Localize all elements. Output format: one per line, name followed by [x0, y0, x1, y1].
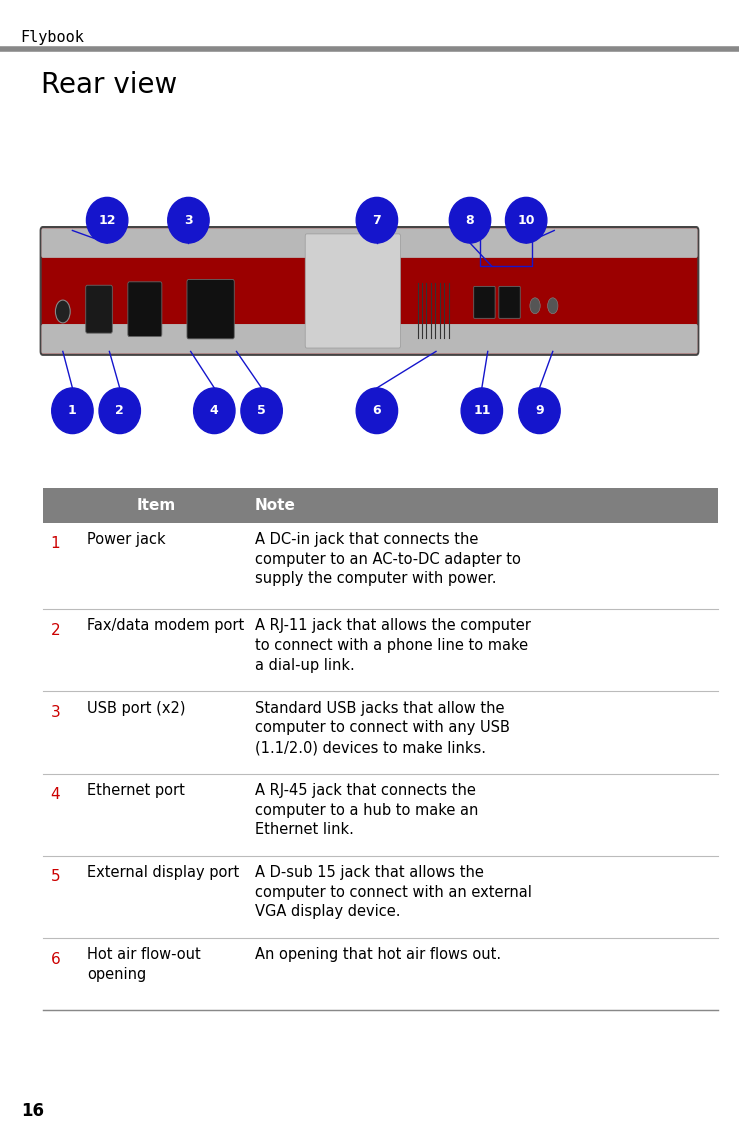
- FancyBboxPatch shape: [187, 280, 234, 339]
- Ellipse shape: [356, 388, 398, 434]
- FancyBboxPatch shape: [41, 228, 698, 258]
- Ellipse shape: [461, 388, 503, 434]
- FancyBboxPatch shape: [41, 324, 698, 354]
- Text: Standard USB jacks that allow the
computer to connect with any USB
(1.1/2.0) dev: Standard USB jacks that allow the comput…: [255, 701, 510, 755]
- Text: 4: 4: [210, 404, 219, 418]
- FancyBboxPatch shape: [128, 282, 162, 337]
- Text: 7: 7: [372, 213, 381, 227]
- Text: Flybook: Flybook: [21, 30, 84, 44]
- Text: 6: 6: [50, 952, 61, 966]
- FancyBboxPatch shape: [43, 856, 718, 938]
- Text: 1: 1: [50, 536, 61, 551]
- Ellipse shape: [194, 388, 235, 434]
- Text: Note: Note: [255, 497, 296, 513]
- Text: 5: 5: [257, 404, 266, 418]
- Ellipse shape: [86, 197, 128, 243]
- Ellipse shape: [99, 388, 140, 434]
- Text: 9: 9: [535, 404, 544, 418]
- FancyBboxPatch shape: [86, 285, 112, 333]
- Text: 10: 10: [517, 213, 535, 227]
- FancyBboxPatch shape: [43, 609, 718, 691]
- Text: Fax/data modem port: Fax/data modem port: [87, 618, 245, 633]
- Text: 4: 4: [50, 787, 61, 802]
- Text: 6: 6: [372, 404, 381, 418]
- Text: An opening that hot air flows out.: An opening that hot air flows out.: [255, 947, 501, 962]
- Text: A RJ-11 jack that allows the computer
to connect with a phone line to make
a dia: A RJ-11 jack that allows the computer to…: [255, 618, 531, 673]
- Circle shape: [548, 298, 558, 314]
- FancyBboxPatch shape: [41, 227, 698, 355]
- Text: External display port: External display port: [87, 865, 239, 880]
- Text: Power jack: Power jack: [87, 532, 166, 547]
- Circle shape: [530, 298, 540, 314]
- Ellipse shape: [356, 197, 398, 243]
- Text: 11: 11: [473, 404, 491, 418]
- Text: 2: 2: [50, 623, 61, 638]
- Text: 16: 16: [21, 1102, 44, 1120]
- FancyBboxPatch shape: [43, 774, 718, 856]
- FancyBboxPatch shape: [305, 234, 401, 348]
- Text: 5: 5: [50, 869, 61, 884]
- Text: Item: Item: [137, 497, 176, 513]
- Text: 8: 8: [466, 213, 474, 227]
- Circle shape: [55, 300, 70, 323]
- Text: USB port (x2): USB port (x2): [87, 701, 185, 715]
- Text: 2: 2: [115, 404, 124, 418]
- Text: A D-sub 15 jack that allows the
computer to connect with an external
VGA display: A D-sub 15 jack that allows the computer…: [255, 865, 532, 920]
- FancyBboxPatch shape: [43, 938, 718, 1010]
- Text: Ethernet port: Ethernet port: [87, 783, 185, 798]
- FancyBboxPatch shape: [474, 286, 495, 318]
- Ellipse shape: [168, 197, 209, 243]
- Ellipse shape: [449, 197, 491, 243]
- Text: Rear view: Rear view: [41, 71, 177, 99]
- Text: 3: 3: [184, 213, 193, 227]
- Ellipse shape: [52, 388, 93, 434]
- Text: Hot air flow-out
opening: Hot air flow-out opening: [87, 947, 201, 981]
- Ellipse shape: [519, 388, 560, 434]
- Text: 3: 3: [50, 705, 61, 720]
- FancyBboxPatch shape: [499, 286, 520, 318]
- Text: 1: 1: [68, 404, 77, 418]
- Text: A DC-in jack that connects the
computer to an AC-to-DC adapter to
supply the com: A DC-in jack that connects the computer …: [255, 532, 521, 586]
- Ellipse shape: [505, 197, 547, 243]
- Text: A RJ-45 jack that connects the
computer to a hub to make an
Ethernet link.: A RJ-45 jack that connects the computer …: [255, 783, 478, 837]
- FancyBboxPatch shape: [43, 691, 718, 774]
- Text: 12: 12: [98, 213, 116, 227]
- FancyBboxPatch shape: [43, 488, 718, 523]
- FancyBboxPatch shape: [43, 523, 718, 609]
- Ellipse shape: [241, 388, 282, 434]
